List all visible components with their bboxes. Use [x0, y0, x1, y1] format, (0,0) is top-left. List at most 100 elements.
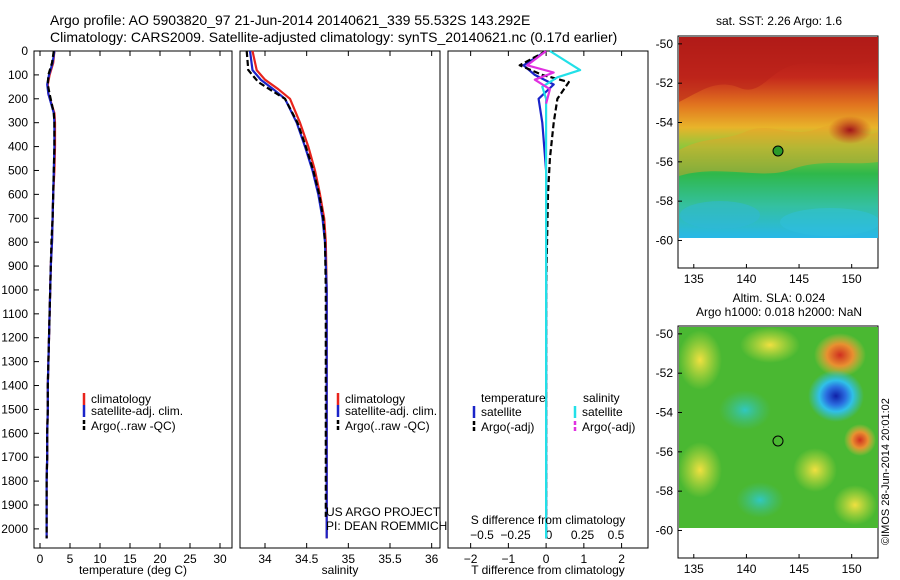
map-y-tick-label: -56	[656, 445, 674, 459]
legend-label-sal-satellite: satellite	[582, 405, 623, 419]
x-tick-label: 0	[37, 552, 44, 566]
legend-label-argo: Argo(..raw -QC)	[91, 419, 176, 433]
x-tick-label: −1	[502, 552, 516, 566]
temperature-legend: climatology satellite-adj. clim. Argo(..…	[82, 392, 183, 433]
map-x-tick-label: 145	[789, 272, 809, 286]
legend-header-temperature: temperature	[481, 391, 546, 405]
figure-title-line2: Climatology: CARS2009. Satellite-adjuste…	[50, 29, 618, 45]
sst-field	[679, 37, 878, 238]
project-credit: US ARGO PROJECT	[326, 505, 441, 519]
series-line-3	[526, 50, 555, 104]
difference-legend: temperature salinity satellite Argo(-adj…	[472, 391, 635, 434]
x-tick-label: 2	[618, 552, 625, 566]
map-y-tick-label: -58	[656, 484, 674, 498]
map-y-tick-label: -54	[656, 406, 674, 420]
x-tick-label: 1	[581, 552, 588, 566]
legend-label-argo: Argo(..raw -QC)	[345, 419, 430, 433]
series-line-2	[245, 50, 327, 517]
pi-credit: PI: DEAN ROEMMICH	[326, 519, 447, 533]
legend-label-satellite: satellite-adj. clim.	[345, 404, 437, 418]
x-tick-label: 0	[543, 552, 550, 566]
x-tick-label: 10	[93, 552, 107, 566]
map-y-tick-label: -52	[656, 76, 674, 90]
x-tick-label: 34	[258, 552, 272, 566]
temperature-difference-axis-label: T difference from climatology	[471, 563, 625, 577]
salinity-axes-box	[239, 50, 441, 549]
figure-title-line1: Argo profile: AO 5903820_97 21-Jun-2014 …	[50, 12, 531, 28]
y-tick-label: 1200	[1, 331, 28, 345]
map-y-tick-label: -60	[656, 233, 674, 247]
map-y-tick-label: -58	[656, 194, 674, 208]
map-x-tick-label: 150	[842, 562, 862, 576]
map-x-tick-label: 140	[736, 562, 756, 576]
map-x-tick-label: 135	[684, 562, 704, 576]
salinity-profile-panel: 34 34.5 35 35.5 36 climatology satellite-adj…	[239, 50, 447, 577]
s-tick-label: 0.5	[608, 528, 625, 542]
x-tick-label: 25	[183, 552, 197, 566]
temperature-x-axis-label: temperature (deg C)	[79, 563, 187, 577]
y-tick-label: 200	[8, 92, 28, 106]
y-tick-label: 400	[8, 140, 28, 154]
sst-argo-position-marker	[772, 145, 784, 157]
map-y-tick-label: -50	[656, 37, 674, 51]
y-tick-label: 600	[8, 187, 28, 201]
sst-map-panel: sat. SST: 2.26 Argo: 1.6 135 140 145 150 -50…	[656, 14, 879, 286]
s-tick-label: −0.5	[470, 528, 494, 542]
legend-label-temp-satellite: satellite	[481, 405, 522, 419]
sla-map-title: Altim. SLA: 0.024	[733, 291, 826, 305]
map-y-tick-label: -54	[656, 116, 674, 130]
series-line-2	[541, 50, 582, 539]
salinity-x-axis-label: salinity	[322, 563, 359, 577]
y-tick-label: 500	[8, 163, 28, 177]
y-tick-label: 1500	[1, 402, 28, 416]
map-y-tick-label: -60	[656, 523, 674, 537]
y-tick-label: 2000	[1, 522, 28, 536]
difference-panel: −2 −1 0 1 2 −0.5 −0.25 0 0.25 0.5 temperature sal…	[447, 50, 649, 577]
y-tick-label: 900	[8, 259, 28, 273]
legend-label-satellite: satellite-adj. clim.	[91, 404, 183, 418]
imos-credit: ©IMOS 28-Jun-2014 20:01:02	[880, 398, 892, 545]
x-tick-label: 5	[67, 552, 74, 566]
temperature-profile-panel: 0 5 10 15 20 25 300100200300400500600700800900…	[1, 44, 233, 577]
x-tick-label: 35.5	[378, 552, 402, 566]
legend-label-climatology: climatology	[345, 392, 405, 406]
x-tick-label: 34.5	[295, 552, 319, 566]
legend-label-climatology: climatology	[91, 392, 151, 406]
x-tick-label: −2	[464, 552, 478, 566]
map-y-tick-label: -56	[656, 155, 674, 169]
sla-argo-position-marker	[772, 435, 784, 447]
sla-field	[679, 327, 878, 528]
legend-label-sal-argo: Argo(-adj)	[582, 420, 635, 434]
s-tick-label: 0.25	[571, 528, 595, 542]
x-tick-label: 35	[342, 552, 356, 566]
y-tick-label: 800	[8, 235, 28, 249]
salinity-difference-axis-label: S difference from climatology	[471, 513, 626, 527]
map-x-tick-label: 140	[736, 272, 756, 286]
x-tick-label: 15	[123, 552, 137, 566]
map-y-tick-label: -50	[656, 327, 674, 341]
map-x-tick-label: 150	[842, 272, 862, 286]
x-tick-label: 36	[425, 552, 439, 566]
legend-label-temp-argo: Argo(-adj)	[481, 420, 534, 434]
s-tick-label: −0.25	[500, 528, 531, 542]
s-tick-label: 0	[546, 528, 553, 542]
map-y-tick-label: -52	[656, 366, 674, 380]
sst-map-title: sat. SST: 2.26 Argo: 1.6	[716, 14, 842, 28]
x-tick-label: 30	[213, 552, 227, 566]
y-tick-label: 1600	[1, 426, 28, 440]
y-tick-label: 1000	[1, 283, 28, 297]
difference-axes-box	[447, 50, 649, 549]
temperature-axes-box	[33, 50, 233, 549]
sla-map-subtitle: Argo h1000: 0.018 h2000: NaN	[696, 305, 862, 319]
y-tick-label: 1900	[1, 498, 28, 512]
y-tick-label: 0	[21, 44, 28, 58]
y-tick-label: 1100	[2, 307, 28, 321]
y-tick-label: 1400	[1, 379, 28, 393]
sla-map-panel: Altim. SLA: 0.024 Argo h1000: 0.018 h200…	[656, 291, 879, 576]
y-tick-label: 100	[8, 68, 28, 82]
legend-header-salinity: salinity	[583, 391, 620, 405]
y-tick-label: 700	[8, 211, 28, 225]
map-x-tick-label: 145	[789, 562, 809, 576]
y-tick-label: 300	[8, 116, 28, 130]
